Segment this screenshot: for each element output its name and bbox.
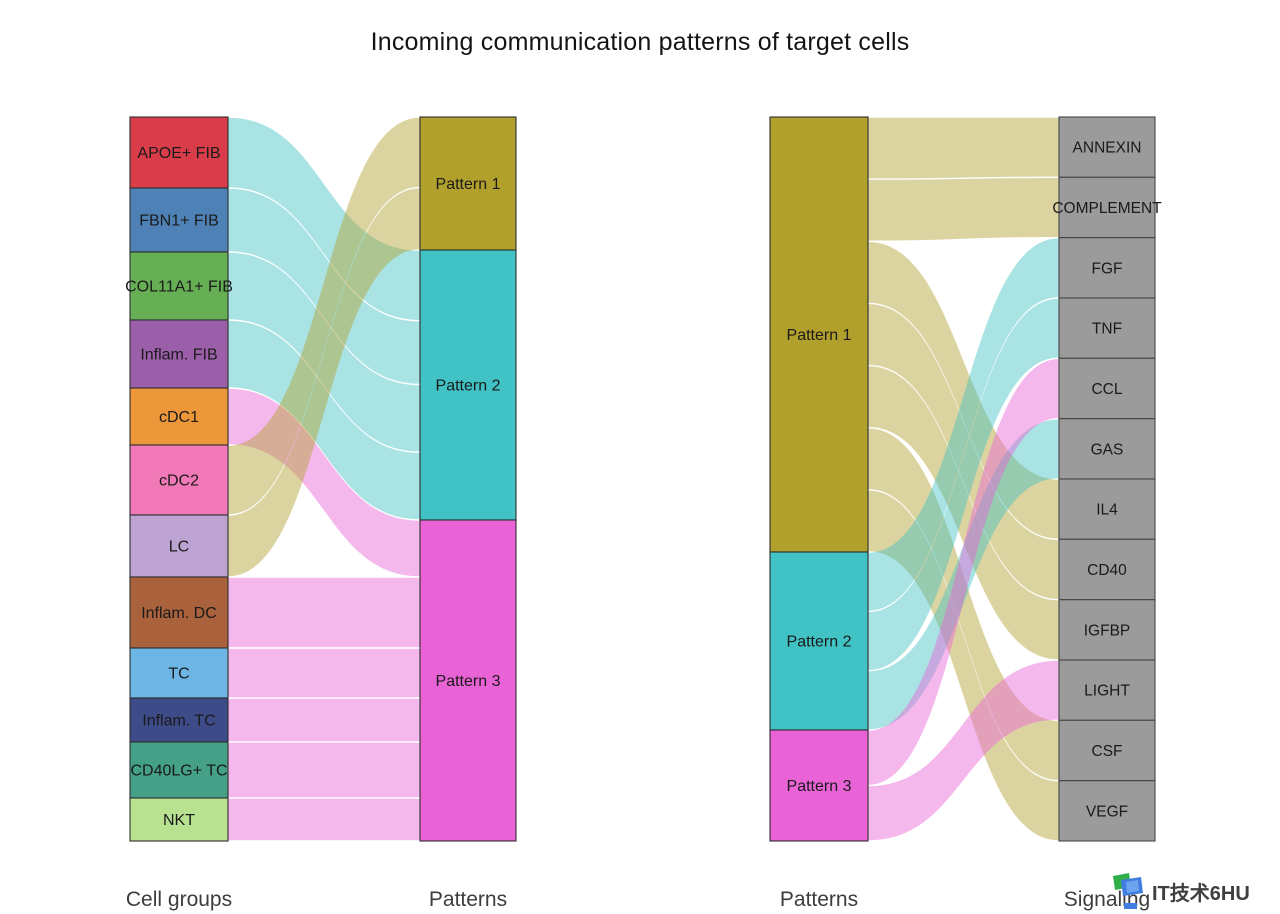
node-label-pattern-3: Pattern 3 xyxy=(436,673,501,690)
node-complement xyxy=(1058,176,1156,239)
flow-tc-to-pattern-3 xyxy=(228,648,420,698)
flow-pattern-2-to-tnf xyxy=(868,298,1059,670)
flow-fbn1-fib-to-pattern-2 xyxy=(228,188,420,384)
node-col11a1-fib xyxy=(129,251,229,321)
node-label-cd40lg-tc: CD40LG+ TC xyxy=(130,763,227,780)
flow-pattern-3-to-light xyxy=(868,660,1059,841)
node-fgf xyxy=(1058,237,1156,299)
node-label-tc: TC xyxy=(168,666,189,683)
flow-inflam-tc-to-pattern-3 xyxy=(228,698,420,742)
flow-cdc1-to-pattern-3 xyxy=(228,388,420,577)
node-pattern-3 xyxy=(769,729,869,842)
flow-pattern-1-to-igfbp xyxy=(868,366,1059,660)
node-label-inflam-tc: Inflam. TC xyxy=(142,713,216,730)
node-label-light: LIGHT xyxy=(1084,683,1130,700)
axis-label-patterns-right: Patterns xyxy=(779,888,859,911)
node-label-il4: IL4 xyxy=(1096,502,1118,519)
node-label-complement: COMPLEMENT xyxy=(1052,200,1162,217)
node-pattern-1 xyxy=(769,116,869,553)
node-label-inflam-fib: Inflam. FIB xyxy=(140,347,217,364)
flow-apoe-fib-to-pattern-2 xyxy=(228,117,420,321)
node-tc xyxy=(129,647,229,699)
node-label-fgf: FGF xyxy=(1092,260,1123,277)
flow-pattern-3-to-ccl xyxy=(868,359,1059,785)
node-cdc1 xyxy=(129,387,229,446)
flow-nkt-to-pattern-3 xyxy=(228,798,420,841)
node-label-tnf: TNF xyxy=(1092,321,1122,338)
node-label-pattern-1: Pattern 1 xyxy=(436,176,501,193)
watermark: IT技术6HU xyxy=(1112,872,1250,910)
flow-cd40lg-tc-to-pattern-3 xyxy=(228,742,420,798)
node-pattern-3 xyxy=(419,519,517,842)
node-label-annexin: ANNEXIN xyxy=(1073,140,1142,157)
flow-inflam-fib-to-pattern-2 xyxy=(228,320,420,520)
node-vegf xyxy=(1058,780,1156,842)
node-csf xyxy=(1058,719,1156,782)
flow-pattern-2-to-fgf xyxy=(868,238,1059,611)
node-label-vegf: VEGF xyxy=(1086,803,1128,820)
node-ccl xyxy=(1058,357,1156,420)
node-label-ccl: CCL xyxy=(1091,381,1122,398)
flow-pattern-1-to-cd40 xyxy=(868,304,1059,599)
node-nkt xyxy=(129,797,229,842)
node-label-col11a1-fib: COL11A1+ FIB xyxy=(125,279,233,296)
figure-title: Incoming communication patterns of targe… xyxy=(370,28,910,56)
flow-inflam-dc-to-pattern-3 xyxy=(228,577,420,648)
node-label-lc: LC xyxy=(169,539,189,556)
node-label-cdc1: cDC1 xyxy=(159,409,199,426)
flow-pattern-1-to-csf xyxy=(868,428,1059,780)
axis-label-patterns-left: Patterns xyxy=(428,888,508,911)
node-label-csf: CSF xyxy=(1092,743,1123,760)
node-pattern-2 xyxy=(419,249,517,521)
flow-pattern-1-to-il4 xyxy=(868,241,1059,539)
node-label-nkt: NKT xyxy=(163,812,195,829)
flow-lc-to-pattern-1 xyxy=(228,188,420,577)
node-lc xyxy=(129,514,229,578)
node-inflam-dc xyxy=(129,576,229,649)
node-label-igfbp: IGFBP xyxy=(1084,622,1131,639)
node-inflam-fib xyxy=(129,319,229,389)
watermark-text: IT技术6HU xyxy=(1152,882,1250,905)
node-label-apoe-fib: APOE+ FIB xyxy=(137,145,220,162)
axis-label-cell-groups: Cell groups xyxy=(125,888,233,911)
node-pattern-1 xyxy=(419,116,517,251)
node-label-pattern-3: Pattern 3 xyxy=(787,778,852,795)
node-pattern-2 xyxy=(769,551,869,731)
node-inflam-tc xyxy=(129,697,229,743)
node-label-pattern-2: Pattern 2 xyxy=(787,634,852,651)
node-tnf xyxy=(1058,297,1156,359)
flow-cdc2-to-pattern-1 xyxy=(228,117,420,515)
node-label-fbn1-fib: FBN1+ FIB xyxy=(139,213,219,230)
node-label-pattern-1: Pattern 1 xyxy=(787,327,852,344)
node-cd40lg-tc xyxy=(129,741,229,799)
node-label-inflam-dc: Inflam. DC xyxy=(141,605,217,622)
node-label-pattern-2: Pattern 2 xyxy=(436,378,501,395)
node-label-gas: GAS xyxy=(1091,441,1124,458)
node-fbn1-fib xyxy=(129,187,229,253)
flow-pattern-2-to-gas xyxy=(868,419,1059,730)
node-igfbp xyxy=(1058,599,1156,661)
node-label-cdc2: cDC2 xyxy=(159,473,199,490)
flow-pattern-1-to-complement xyxy=(868,178,1059,241)
flow-col11a1-fib-to-pattern-2 xyxy=(228,252,420,452)
node-gas xyxy=(1058,418,1156,480)
node-cd40 xyxy=(1058,538,1156,601)
node-annexin xyxy=(1058,116,1156,178)
node-label-cd40: CD40 xyxy=(1087,562,1127,579)
node-cdc2 xyxy=(129,444,229,516)
flow-pattern-1-to-vegf xyxy=(868,490,1059,841)
flow-pattern-1-to-annexin xyxy=(868,117,1059,179)
itjishu-logo-icon xyxy=(1113,873,1143,909)
node-il4 xyxy=(1058,478,1156,540)
